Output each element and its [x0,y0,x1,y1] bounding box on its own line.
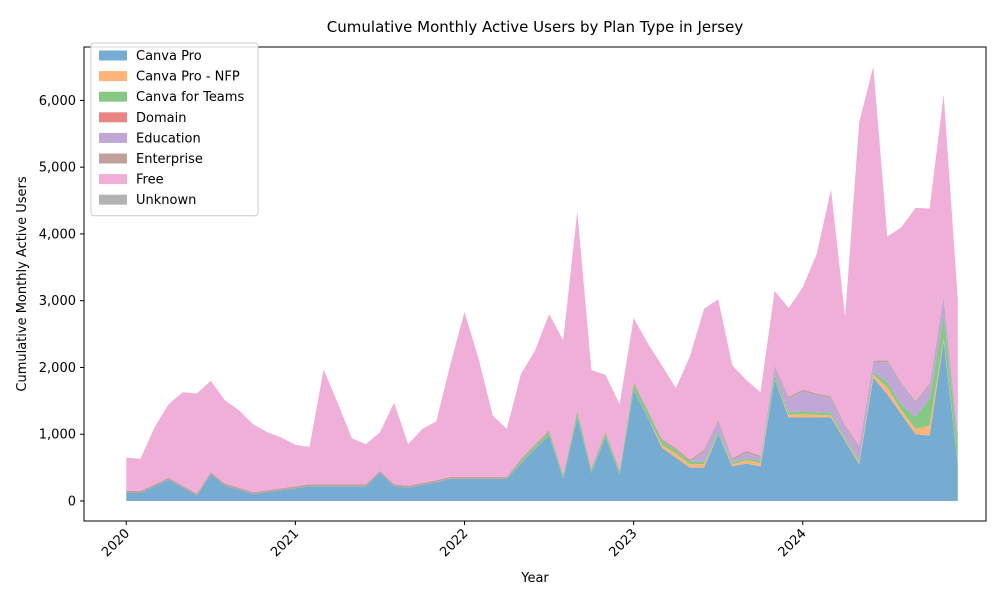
y-axis: 0 1,000 2,000 3,000 4,000 5,000 6,000 [39,94,84,509]
x-tick-label: 2023 [606,526,640,560]
y-tick-label: 3,000 [39,294,76,309]
y-tick-label: 6,000 [39,94,76,109]
legend-label: Domain [136,111,186,126]
y-tick-label: 4,000 [39,227,76,242]
area-series-0 [126,340,958,501]
legend-swatch [99,50,127,61]
area-series-1 [126,338,958,496]
legend-swatch [99,174,127,185]
legend: Canva Pro Canva Pro - NFP Canva for Teams D… [90,42,259,217]
legend-label: Free [136,173,164,188]
area-series-6 [126,66,958,494]
x-axis: 2020 2021 2022 2023 2024 [99,521,810,560]
x-tick-label: 2024 [776,526,810,560]
legend-label: Canva for Teams [136,90,244,105]
y-tick-label: 2,000 [39,361,76,376]
y-tick-label: 1,000 [39,428,76,443]
legend-swatch [99,132,127,143]
legend-swatch [99,194,127,205]
plot-frame [83,46,987,522]
x-tick-label: 2020 [99,526,133,560]
y-tick-label: 5,000 [39,161,76,176]
legend-label: Enterprise [136,152,203,167]
x-axis-label: Year [520,571,549,586]
legend-label: Canva Pro [136,49,202,64]
area-series-5 [126,294,958,496]
legend-swatch [99,153,127,164]
legend-swatch [99,71,127,82]
legend-label: Canva Pro - NFP [136,70,240,85]
chart-title: Cumulative Monthly Active Users by Plan … [327,18,744,36]
legend-swatch [99,112,127,123]
y-axis-label: Cumulative Monthly Active Users [15,176,30,391]
area-layers [126,66,958,501]
legend-label: Education [136,131,201,146]
legend-box [90,42,259,217]
legend-label: Unknown [136,193,196,208]
y-tick-label: 0 [68,494,76,509]
x-tick-label: 2021 [268,526,302,560]
legend-swatch [99,91,127,102]
x-tick-label: 2022 [437,526,471,560]
